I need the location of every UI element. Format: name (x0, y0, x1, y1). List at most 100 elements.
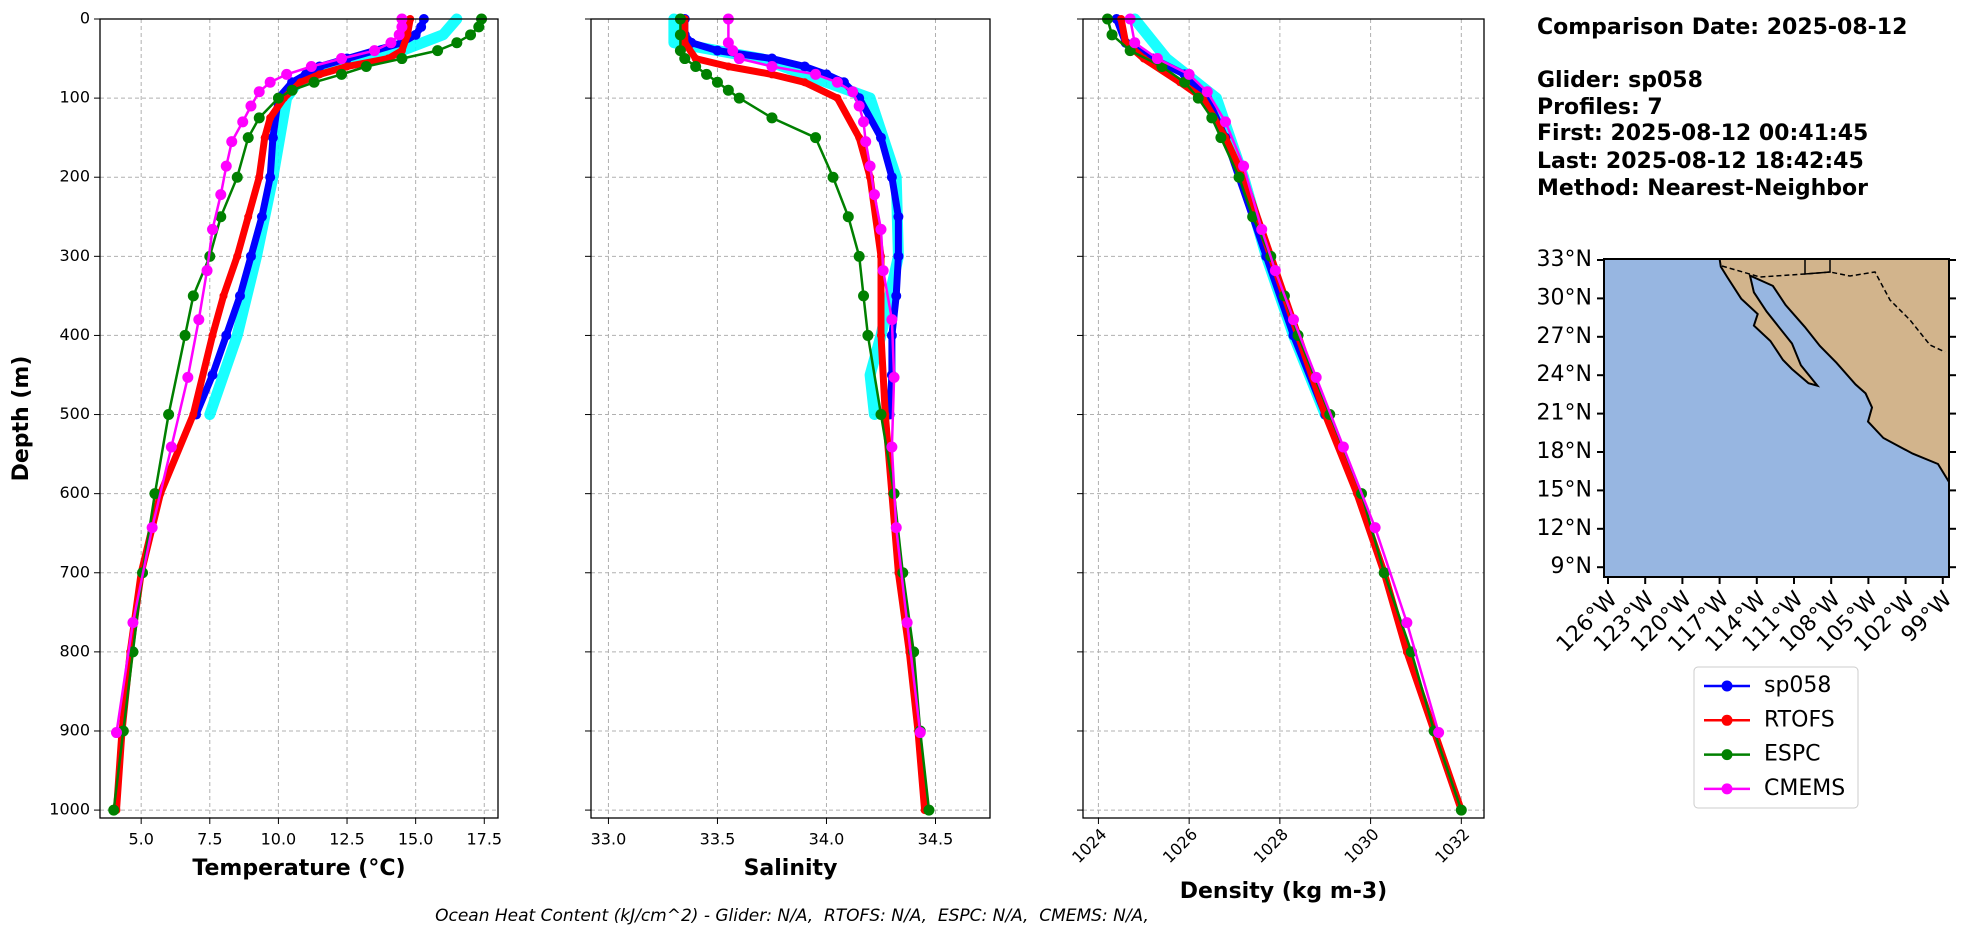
x-tick-label: 12.5 (329, 830, 365, 849)
marker (853, 250, 865, 262)
marker (234, 290, 245, 301)
marker (260, 133, 269, 142)
marker (864, 160, 876, 172)
profile-line (115, 17, 404, 734)
marker (888, 371, 900, 383)
marker (343, 62, 352, 71)
marker (146, 522, 158, 534)
marker (473, 21, 485, 33)
marker (163, 409, 175, 421)
marker (886, 172, 897, 183)
marker (1183, 68, 1195, 80)
marker (451, 37, 463, 49)
marker (842, 211, 854, 223)
marker (1247, 211, 1259, 223)
marker (189, 410, 198, 419)
marker (221, 330, 232, 341)
marker (231, 171, 243, 183)
lat-label: 21°N (1537, 401, 1592, 426)
axes-frame (1082, 18, 1485, 819)
marker (410, 29, 421, 40)
marker (876, 331, 885, 340)
marker (690, 60, 702, 72)
marker (877, 265, 889, 277)
marker (207, 369, 218, 380)
marker (893, 251, 904, 262)
marker (1192, 92, 1204, 104)
x-tick-label: 1030 (1340, 825, 1382, 867)
marker (1215, 132, 1227, 144)
series (1101, 13, 1467, 816)
marker (368, 45, 380, 57)
lat-label: 33°N (1537, 247, 1592, 272)
marker (233, 252, 242, 261)
marker (336, 68, 348, 80)
marker (219, 291, 228, 300)
x-tick-label: 33.5 (700, 830, 736, 849)
marker (860, 136, 872, 148)
x-tick-label: 17.5 (466, 830, 502, 849)
series (1124, 13, 1445, 739)
y-tick-label: 700 (59, 562, 90, 581)
marker (862, 329, 874, 341)
legend-label: sp058 (1764, 673, 1831, 698)
marker (242, 132, 254, 144)
marker (127, 617, 139, 629)
info-line: Comparison Date: 2025-08-12 (1537, 15, 1907, 40)
marker (1106, 29, 1118, 41)
marker (875, 409, 887, 421)
x-tick-label: 7.5 (197, 830, 222, 849)
marker (1401, 617, 1413, 629)
info-line: First: 2025-08-12 00:41:45 (1537, 121, 1868, 146)
legend-marker (1721, 783, 1733, 795)
marker (1378, 567, 1390, 579)
y-tick-label: 500 (59, 404, 90, 423)
marker (733, 53, 745, 65)
marker (220, 160, 232, 172)
marker (1206, 112, 1218, 124)
marker (253, 112, 265, 124)
lat-label: 27°N (1537, 324, 1592, 349)
marker (256, 211, 267, 222)
marker (416, 21, 427, 32)
legend-label: RTOFS (1764, 707, 1835, 732)
lat-label: 15°N (1537, 477, 1592, 502)
legend-marker (1721, 680, 1733, 692)
profile-line (1117, 15, 1465, 814)
legend-marker (1721, 749, 1733, 761)
x-tick-label: 34.5 (918, 830, 954, 849)
marker (215, 211, 227, 223)
marker (465, 29, 477, 41)
marker (396, 53, 408, 65)
marker (272, 92, 284, 104)
series (722, 13, 926, 739)
marker (858, 116, 870, 128)
marker (215, 189, 227, 201)
y-tick-label: 100 (59, 88, 90, 107)
marker (179, 329, 191, 341)
x-axis-label: Temperature (°C) (192, 856, 405, 881)
marker (432, 45, 444, 57)
marker (108, 804, 120, 816)
marker (1369, 522, 1381, 534)
info-line: Method: Nearest-Neighbor (1537, 176, 1868, 201)
marker (680, 38, 689, 47)
marker (1455, 804, 1467, 816)
marker (187, 290, 199, 302)
marker (901, 617, 913, 629)
marker (891, 290, 902, 301)
marker (733, 92, 745, 104)
marker (766, 53, 777, 64)
marker (1269, 265, 1281, 277)
marker (923, 804, 935, 816)
marker (1129, 37, 1141, 49)
marker (914, 727, 926, 739)
marker (674, 29, 686, 41)
marker (245, 100, 257, 112)
marker (1310, 371, 1322, 383)
marker (858, 290, 870, 302)
lat-label: 12°N (1537, 516, 1592, 541)
marker (1201, 86, 1213, 98)
marker (1287, 314, 1299, 326)
x-axis-label: Salinity (744, 856, 838, 881)
